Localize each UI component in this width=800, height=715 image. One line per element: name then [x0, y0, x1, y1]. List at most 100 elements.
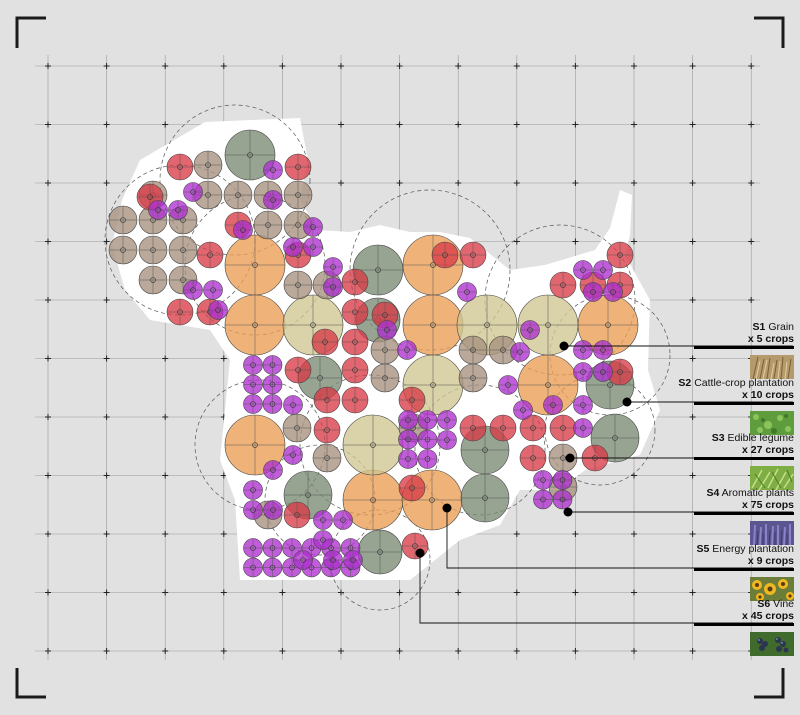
crosshair	[263, 500, 283, 520]
aromatic-crop	[417, 449, 438, 469]
crosshair	[263, 355, 282, 375]
aromatic-crop	[243, 394, 263, 414]
legume-crop	[401, 532, 429, 560]
crosshair	[573, 260, 593, 280]
crosshair	[342, 357, 368, 383]
aromatic-crop	[533, 489, 553, 510]
vine-crop	[168, 235, 198, 265]
center-mark	[442, 252, 448, 258]
grid-cross	[396, 121, 403, 128]
crosshair	[283, 445, 303, 465]
aromatic-crop	[243, 480, 263, 500]
vine-crop	[193, 150, 223, 180]
leader-line-s5	[446, 508, 793, 569]
legume-crop	[341, 328, 369, 356]
grid-cross	[572, 648, 579, 654]
crosshair	[432, 242, 458, 268]
center-mark	[147, 194, 153, 200]
grid-cross	[279, 589, 286, 596]
legume-crop	[196, 241, 224, 269]
center-mark	[290, 402, 296, 408]
grid-cross	[572, 589, 579, 596]
aromatic-crop	[573, 395, 593, 415]
legume-crop	[459, 241, 487, 269]
aromatic-crop	[262, 394, 283, 414]
sunflower-photo-icon	[750, 577, 794, 601]
center-mark	[580, 347, 586, 353]
grid-cross	[45, 297, 51, 303]
crosshair	[550, 415, 576, 441]
center-mark	[250, 487, 256, 493]
grid-cross	[220, 589, 227, 596]
center-mark	[580, 369, 586, 375]
center-mark	[404, 347, 410, 353]
crosshair	[225, 415, 285, 475]
center-mark	[540, 477, 546, 483]
center-mark	[405, 417, 411, 423]
grid-cross	[748, 238, 755, 245]
center-mark	[370, 497, 376, 503]
center-mark	[330, 264, 336, 270]
crosshair	[593, 340, 613, 360]
crosshair	[550, 272, 576, 298]
grid-cross	[396, 63, 403, 69]
center-mark	[409, 485, 415, 491]
aromatic-crop	[183, 280, 203, 300]
center-mark	[600, 347, 606, 353]
center-mark	[470, 252, 476, 258]
center-mark	[150, 277, 156, 283]
center-mark	[424, 417, 431, 423]
leader-dot-s5	[442, 503, 452, 513]
crosshair	[293, 550, 313, 570]
aromatic-crop	[552, 470, 573, 490]
crosshair	[285, 154, 311, 180]
center-mark	[290, 244, 296, 250]
crosshair	[303, 237, 323, 257]
center-mark	[610, 289, 616, 295]
grid-cross	[513, 238, 520, 245]
crosshair	[225, 235, 285, 295]
center-mark	[252, 442, 258, 448]
center-mark	[382, 312, 388, 318]
crosshair	[460, 415, 486, 441]
grid-cross	[689, 414, 696, 420]
center-mark	[294, 512, 300, 518]
legend-divider	[694, 623, 794, 626]
center-mark	[290, 452, 296, 458]
aromatic-crop	[437, 430, 457, 450]
aromatic-crop	[573, 362, 593, 382]
grid-cross	[631, 531, 637, 537]
center-mark	[150, 247, 156, 253]
crosshair	[333, 510, 353, 530]
corner-marks	[15, 16, 785, 699]
center-mark	[250, 401, 256, 407]
center-mark	[250, 564, 256, 571]
crosshair	[167, 299, 193, 325]
energy-crop	[224, 414, 286, 476]
crosshair	[323, 277, 343, 297]
aromatic-crop	[377, 320, 397, 340]
leader-dot-s1	[559, 341, 569, 351]
center-mark	[155, 207, 161, 213]
center-mark	[464, 289, 470, 295]
crosshair	[303, 217, 323, 237]
grid-cross	[162, 589, 169, 596]
legend-name: Grain	[768, 321, 794, 333]
legume-crop	[519, 414, 547, 442]
center-mark	[120, 247, 126, 253]
grid-cross	[103, 180, 110, 186]
center-mark	[120, 217, 126, 223]
crosshair	[208, 300, 228, 320]
grid-cross	[455, 63, 462, 69]
grid-cross	[45, 355, 51, 362]
center-mark	[405, 436, 411, 443]
legend-count: x 45 crops	[742, 610, 794, 622]
legume-crop	[284, 356, 312, 384]
corner-bottom-right	[754, 668, 785, 699]
crosshair	[398, 449, 418, 469]
center-mark	[252, 322, 258, 328]
crosshair	[553, 490, 572, 509]
grid-cross	[103, 472, 110, 479]
vine-crop	[458, 335, 488, 365]
energy-crop	[224, 234, 286, 296]
